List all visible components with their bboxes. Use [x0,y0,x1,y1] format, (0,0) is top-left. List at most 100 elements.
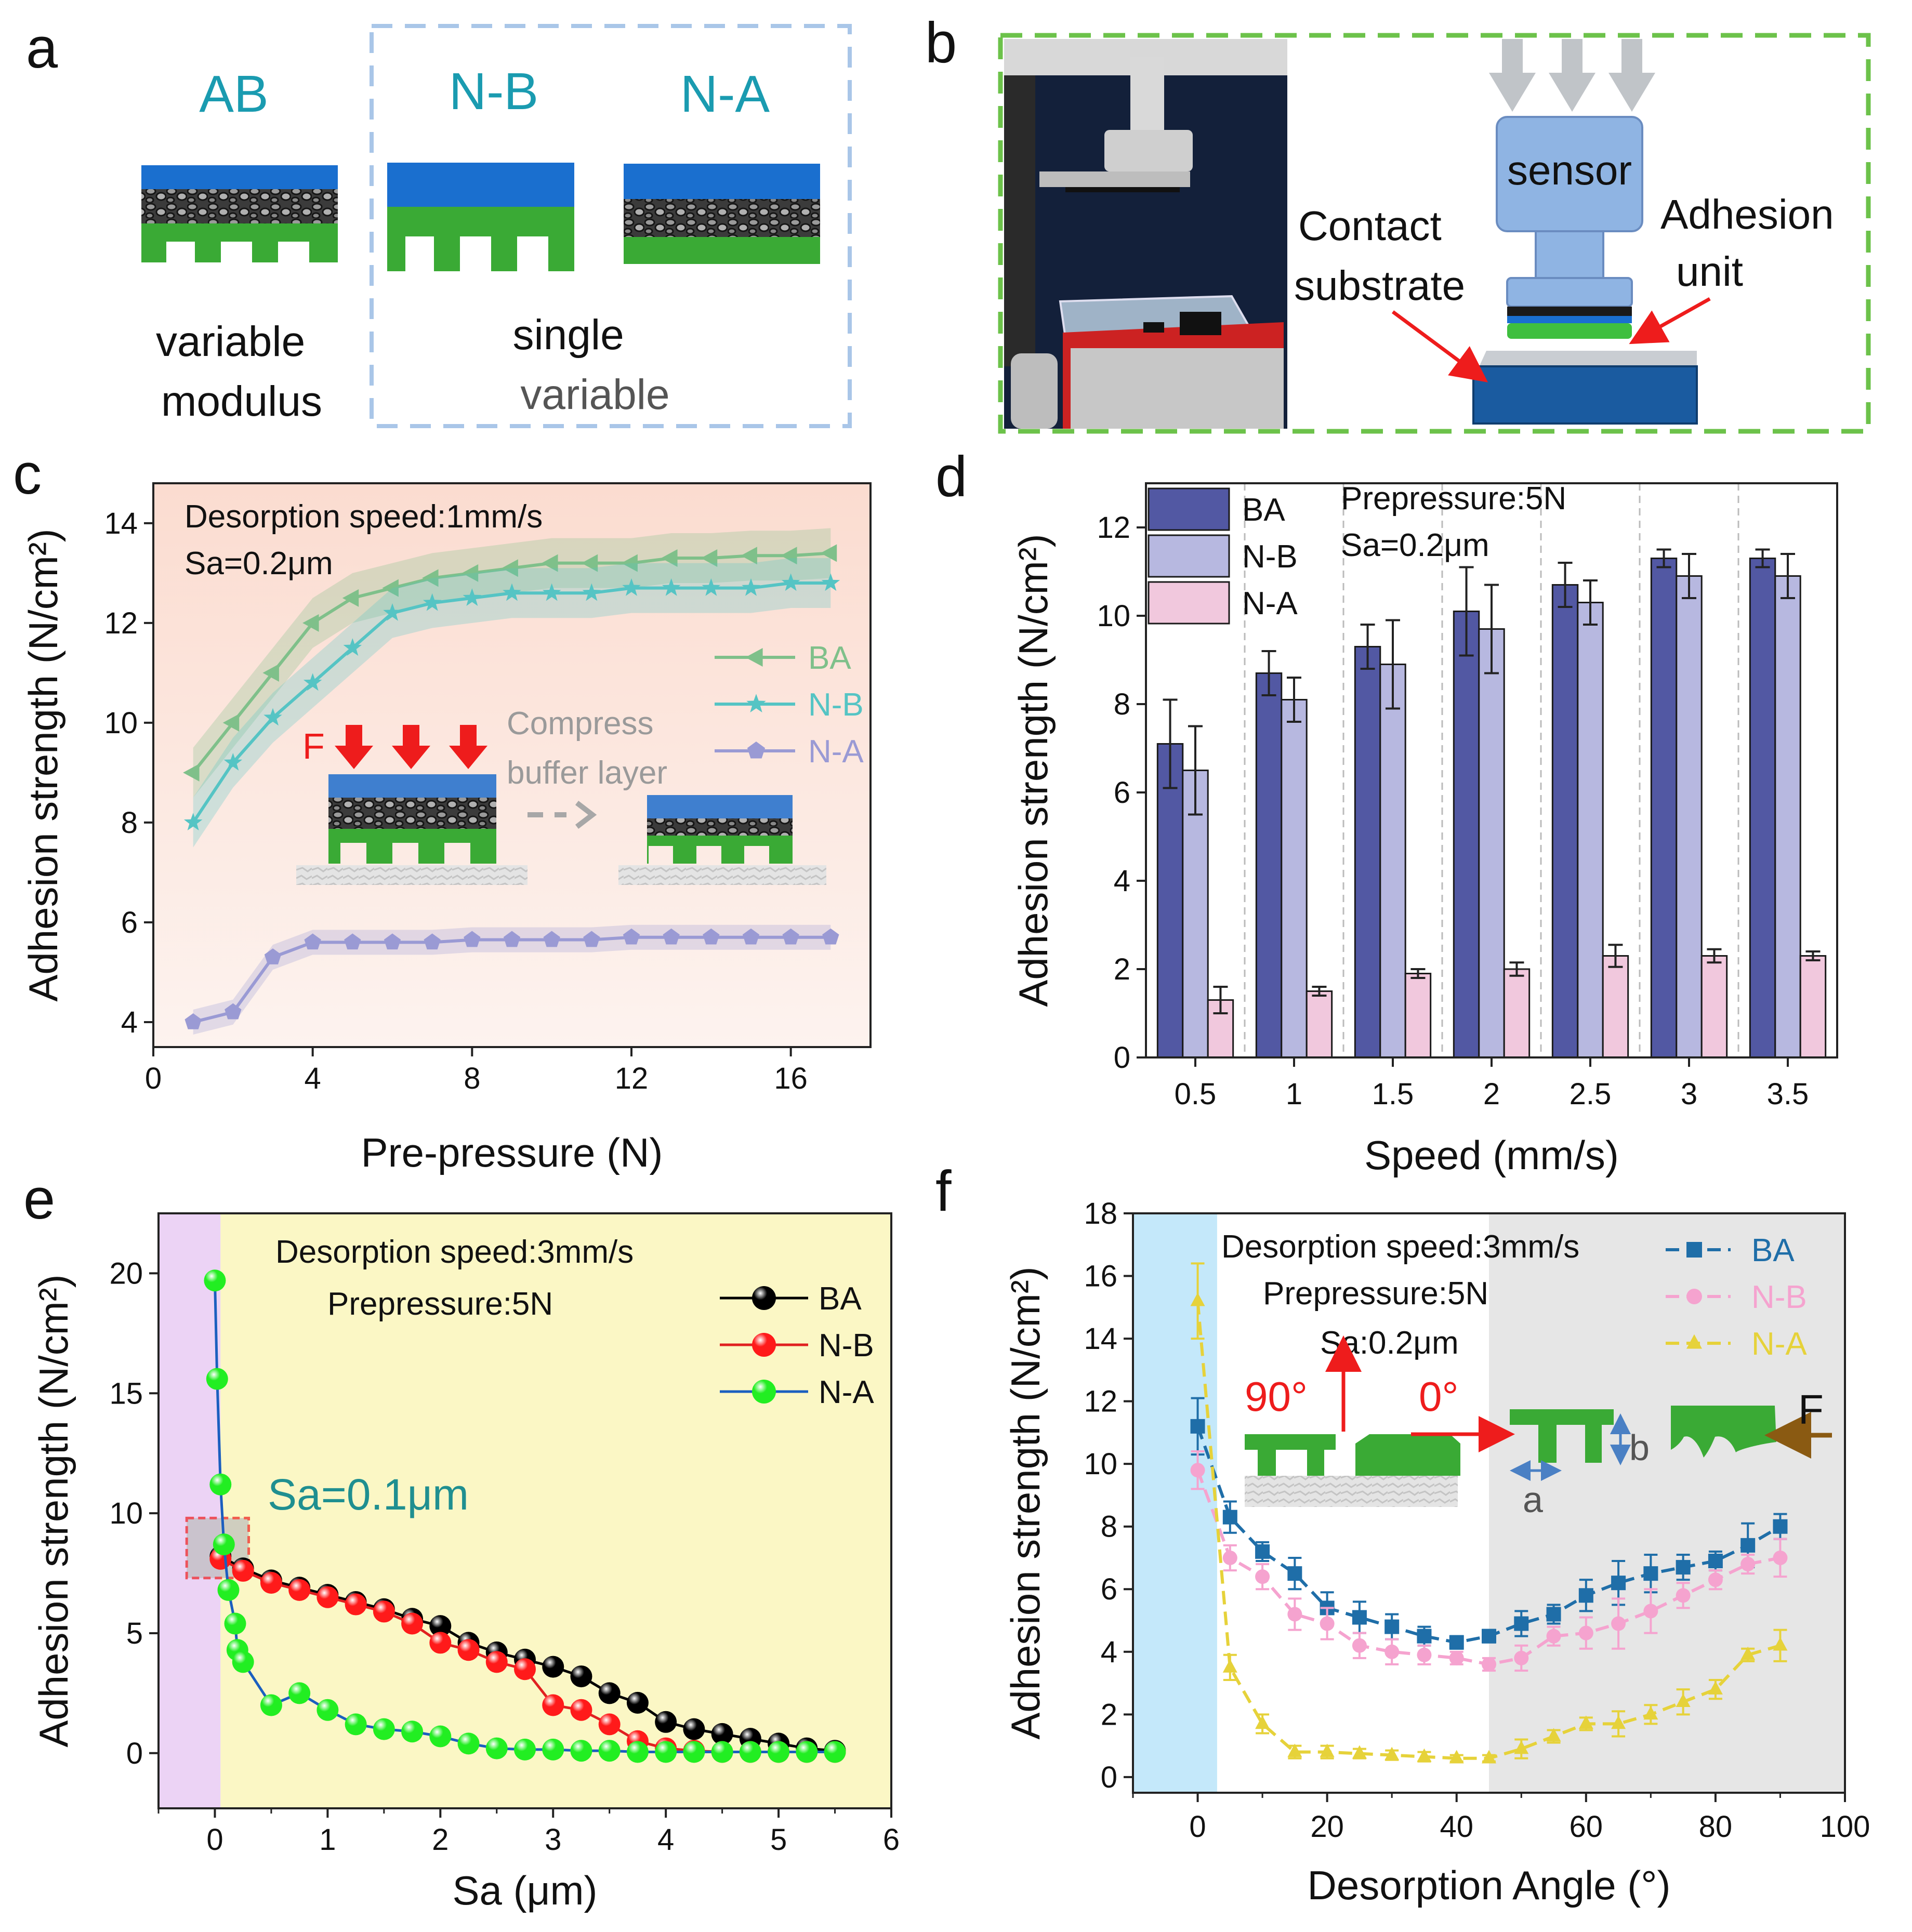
data-point-N-A [742,928,760,945]
data-point-BA [429,1615,452,1637]
data-point-N-A [739,1741,761,1763]
y-tick-label: 4 [121,1005,138,1039]
f-label-b: b [1629,1427,1650,1468]
data-point-N-A [401,1721,424,1743]
y-tick-label: 12 [104,606,138,640]
bar-BA [1354,646,1381,1058]
data-point-N-A [1740,1646,1756,1660]
data-point-N-A [822,928,839,945]
legend-label-BA: BA [1242,492,1285,528]
data-point-N-A [1546,1728,1561,1742]
f-angle-0: 0° [1419,1373,1458,1420]
bar-BA [1453,611,1480,1058]
bar-BA [1650,558,1678,1058]
data-point-N-B [485,1651,508,1673]
y-tick-label: 20 [109,1256,143,1290]
data-point-N-A [209,1473,232,1496]
data-point-N-A [514,1738,536,1761]
plot-frame [157,1212,892,1809]
x-tick-label: 1 [319,1823,336,1857]
f-note-sa: Sa:0.2μm [1320,1325,1459,1361]
data-point-N-A [1222,1659,1237,1673]
data-point-N-B [662,578,681,596]
c-inset-force-label: F [302,726,325,766]
data-point-N-B [1255,1569,1270,1584]
data-point-BA [1514,1616,1529,1631]
data-point-N-B [542,1694,564,1716]
data-point-N-B [232,1559,254,1582]
y-tick-label: 16 [1084,1260,1117,1293]
legend-marker-N-B [1686,1289,1702,1304]
data-point-BA [570,1665,592,1688]
f-note-speed: Desorption speed:3mm/s [1221,1229,1579,1265]
legend-label-N-A: N-A [819,1374,874,1410]
data-point-BA [621,554,638,572]
c-compression-inset [296,725,826,885]
data-point-N-A [683,1741,705,1763]
data-point-N-B [1643,1604,1658,1619]
e-note-prepressure: Prepressure:5N [327,1286,553,1322]
x-tick-label: 3 [1681,1077,1697,1111]
data-point-N-A [598,1740,621,1762]
data-point-N-B [260,1572,282,1594]
c-note-sa: Sa=0.2μm [184,546,333,581]
data-point-BA [1222,1510,1237,1525]
data-point-N-B [1708,1572,1723,1587]
legend-swatch-N-A [1148,581,1230,625]
y-tick-label: 6 [121,906,138,939]
data-point-BA [661,549,678,567]
y-axis-label: Adhesion strength (N/cm²) [31,1274,76,1747]
single-variable-box [370,24,852,428]
data-point-N-B [1676,1588,1691,1603]
data-point-BA [781,547,797,565]
data-point-N-B [345,1593,367,1616]
data-point-BA [1384,1619,1400,1634]
data-point-BA [598,1682,621,1704]
data-point-BA [1287,1566,1302,1581]
sensor-label: sensor [1507,147,1632,193]
data-point-N-B [1546,1629,1561,1644]
bar-N-B [1478,628,1505,1058]
data-point-BA [1449,1635,1464,1650]
x-tick-label: 100 [1820,1810,1870,1844]
plot-frame [1132,1212,1846,1794]
x-tick-label: 60 [1570,1810,1603,1844]
x-tick-label: 2 [432,1823,449,1857]
y-axis-label: Adhesion strength (N/cm²) [1003,1266,1048,1739]
y-tick-label: 10 [109,1497,143,1530]
setup-frame [998,33,1871,434]
data-point-N-B [1287,1607,1302,1622]
legend-label-N-B: N-B [1242,539,1298,575]
bar-BA [1551,584,1579,1058]
data-point-N-A [384,933,401,950]
y-tick-label: 4 [1101,1635,1117,1669]
data-point-N-A [1676,1693,1691,1708]
e-annotation-sa: Sa=0.1μm [268,1470,469,1519]
e-note-speed: Desorption speed:3mm/s [275,1234,634,1270]
data-point-N-A [224,1612,246,1635]
data-point-N-B [1449,1650,1464,1665]
bar-BA [1749,558,1776,1058]
y-tick-label: 0 [126,1737,143,1770]
test-machine-photo [1004,39,1287,429]
y-tick-label: 0 [1101,1761,1117,1794]
data-point-N-A [703,928,720,945]
bar-N-A [1503,968,1531,1058]
data-point-N-B [263,708,282,726]
label-na: N-A [680,65,770,123]
x-tick-label: 20 [1310,1810,1344,1844]
data-point-N-B [1578,1625,1593,1640]
y-tick-label: 6 [1114,776,1130,810]
data-point-BA [581,554,598,572]
data-point-N-B [463,588,482,606]
panel-b: b [925,11,1871,434]
x-tick-label: 4 [305,1062,321,1095]
chart-e: 0 5 10 15 20 0 1 2 3 4 5 6 Sa (μm) Adhesion strength … [31,1212,900,1913]
x-tick-label: 5 [770,1823,787,1857]
data-point-N-B [383,603,402,621]
data-point-N-A [260,1694,282,1716]
y-tick-label: 4 [1114,864,1130,898]
data-point-BA [382,579,399,597]
bar-N-A [1799,955,1827,1058]
data-point-N-A [1773,1637,1788,1651]
